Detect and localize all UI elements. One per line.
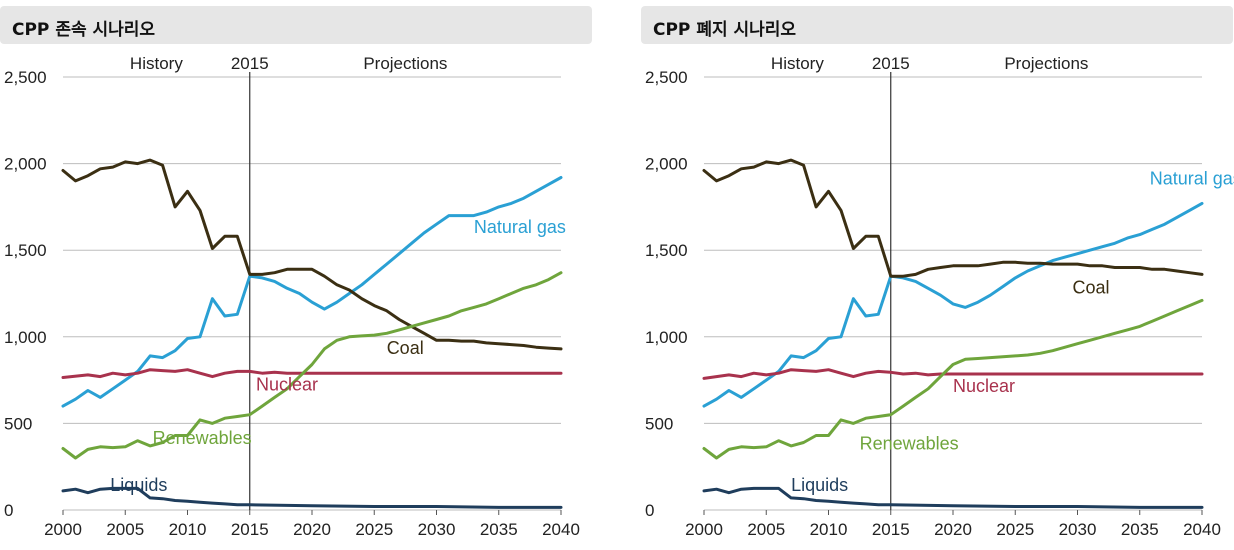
series-line-coal [702, 158, 1204, 278]
y-tick-label: 0 [4, 501, 13, 520]
x-tick-label: 2010 [810, 520, 848, 539]
line-chart-cpp-repealed: 0 500 1,000 1,500 2,000 2,500 2000 2005 2010 2015… [645, 54, 1234, 539]
x-tick-label: 2000 [685, 520, 723, 539]
x-tick-label: 2025 [355, 520, 393, 539]
y-tick-label: 2,000 [4, 155, 47, 174]
x-tick-label: 2020 [293, 520, 331, 539]
panel-header: CPP 존속 시나리오 [0, 6, 592, 44]
series-line-renewables [61, 271, 563, 460]
series-label-liquids: Liquids [791, 475, 848, 495]
x-tick-label: 2030 [1059, 520, 1097, 539]
divider-year-annotation: 2015 [872, 54, 910, 73]
history-annotation: History [771, 54, 824, 73]
x-tick-label: 2040 [1183, 520, 1221, 539]
y-tick-label: 1,000 [645, 328, 688, 347]
y-tick-label: 500 [645, 414, 673, 433]
series-label-nuclear: Nuclear [953, 376, 1015, 396]
y-tick-label: 500 [4, 414, 32, 433]
projections-annotation: Projections [363, 54, 447, 73]
history-annotation: History [130, 54, 183, 73]
series-line-natural-gas [702, 201, 1204, 408]
line-chart-cpp-maintained: 0 500 1,000 1,500 2,000 2,500 2000 2005 2010 2015… [4, 54, 580, 539]
series-label-natural-gas: Natural gas [474, 217, 566, 237]
series-label-coal: Coal [1073, 278, 1110, 298]
series-line-renewables [702, 298, 1204, 460]
x-tick-label: 2015 [231, 520, 269, 539]
series-line-nuclear [702, 368, 1204, 380]
chart-panel-cpp-maintained: CPP 존속 시나리오 0 500 1,000 1,500 2,000 2,500 2000… [0, 0, 592, 550]
series-label-renewables: Renewables [860, 433, 959, 453]
x-tick-label: 2020 [934, 520, 972, 539]
y-tick-label: 1,000 [4, 328, 47, 347]
x-tick-label: 2005 [106, 520, 144, 539]
panel-title: CPP 존속 시나리오 [12, 20, 156, 40]
series-line-coal [61, 158, 563, 351]
x-tick-label: 2025 [996, 520, 1034, 539]
series-line-nuclear [61, 368, 563, 379]
x-tick-label: 2010 [169, 520, 207, 539]
y-tick-label: 2,500 [4, 68, 47, 87]
x-tick-label: 2015 [872, 520, 910, 539]
divider-year-annotation: 2015 [231, 54, 269, 73]
y-tick-label: 2,500 [645, 68, 688, 87]
x-tick-label: 2035 [480, 520, 518, 539]
series-line-liquids [61, 486, 563, 509]
x-tick-label: 2030 [418, 520, 456, 539]
series-label-renewables: Renewables [153, 428, 252, 448]
series-label-liquids: Liquids [110, 475, 167, 495]
projections-annotation: Projections [1004, 54, 1088, 73]
x-tick-label: 2005 [747, 520, 785, 539]
series-line-natural-gas [61, 176, 563, 408]
y-tick-label: 0 [645, 501, 654, 520]
series-label-nuclear: Nuclear [256, 374, 318, 394]
panel-title: CPP 폐지 시나리오 [653, 20, 797, 40]
series-label-coal: Coal [387, 338, 424, 358]
x-tick-label: 2035 [1121, 520, 1159, 539]
y-tick-label: 1,500 [645, 241, 688, 260]
x-tick-label: 2040 [542, 520, 580, 539]
panel-header: CPP 폐지 시나리오 [641, 6, 1233, 44]
series-line-liquids [702, 486, 1204, 509]
y-tick-label: 1,500 [4, 241, 47, 260]
x-tick-label: 2000 [44, 520, 82, 539]
chart-panel-cpp-repealed: CPP 폐지 시나리오 0 500 1,000 1,500 2,000 2,500 2000… [641, 0, 1234, 550]
y-tick-label: 2,000 [645, 155, 688, 174]
series-label-natural-gas: Natural gas [1150, 168, 1234, 188]
